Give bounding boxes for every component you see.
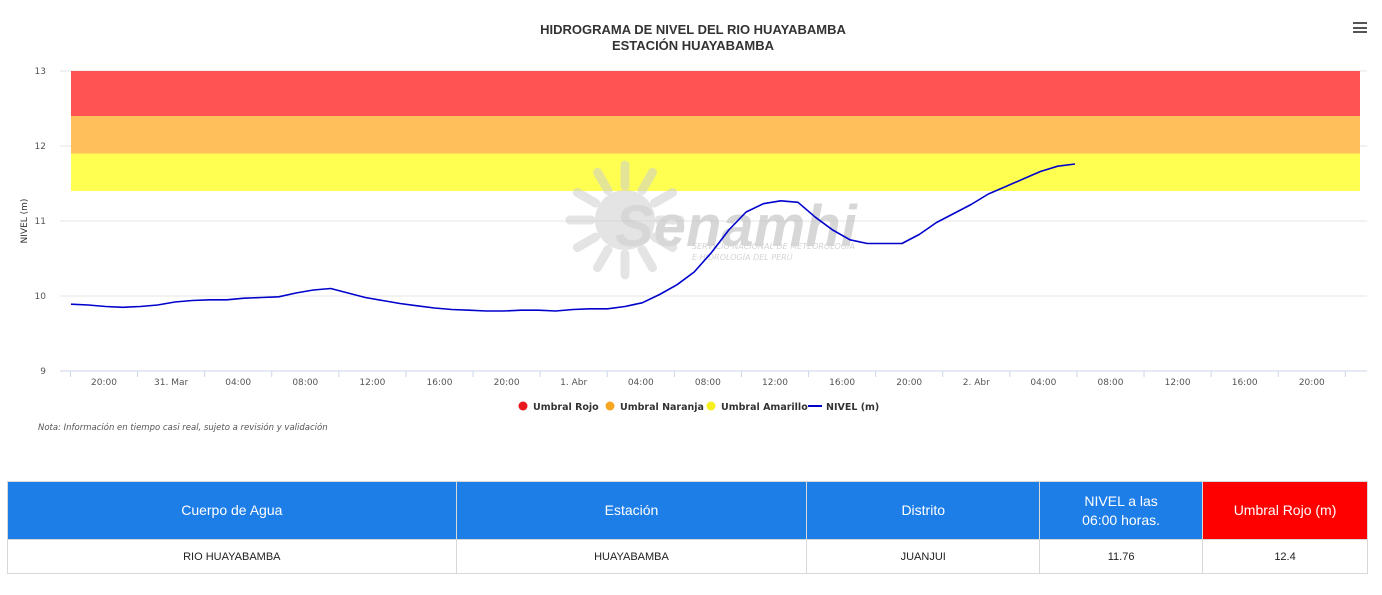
legend-label: Umbral Amarillo	[721, 402, 808, 413]
threshold-band	[71, 153, 1360, 191]
table-header-row: Cuerpo de Agua Estación Distrito NIVEL a…	[7, 481, 1368, 540]
legend-item[interactable]: Umbral Naranja	[605, 401, 704, 414]
header-nivel: NIVEL a las 06:00 horas.	[1039, 481, 1204, 540]
x-tick-label: 04:00	[225, 378, 251, 388]
watermark-subtext: E HIDROLOGÍA DEL PERÚ	[692, 251, 793, 262]
chart-title: HIDROGRAMA DE NIVEL DEL RIO HUAYABAMBA	[540, 22, 846, 37]
x-tick-label: 08:00	[1098, 378, 1124, 388]
x-tick-label: 16:00	[1232, 378, 1258, 388]
sun-ray-icon	[649, 232, 678, 252]
hydrograph-chart: HIDROGRAMA DE NIVEL DEL RIO HUAYABAMBA ES…	[20, 22, 1367, 433]
menu-icon[interactable]	[1353, 22, 1367, 36]
series-line-nivel	[70, 163, 1076, 312]
x-tick-label: 16:00	[829, 378, 855, 388]
station-table: Cuerpo de Agua Estación Distrito NIVEL a…	[7, 481, 1368, 574]
threshold-band	[71, 116, 1360, 154]
x-tick-label: 20:00	[91, 378, 117, 388]
x-tick-label: 12:00	[1165, 378, 1191, 388]
legend-marker-icon	[518, 401, 528, 411]
x-tick-label: 20:00	[1299, 378, 1325, 388]
y-tick-label: 9	[40, 367, 46, 377]
chart-subtitle: ESTACIÓN HUAYABAMBA	[612, 38, 775, 53]
legend-marker-icon	[706, 401, 716, 411]
cell-umbral-rojo: 12.4	[1202, 539, 1368, 574]
header-umbral-rojo: Umbral Rojo (m)	[1202, 481, 1368, 540]
x-tick-label: 20:00	[896, 378, 922, 388]
x-tick-label: 31. Mar	[154, 378, 188, 388]
y-tick-label: 11	[35, 217, 46, 227]
x-tick-label: 08:00	[695, 378, 721, 388]
legend-item[interactable]: Umbral Amarillo	[706, 401, 809, 414]
x-tick-label: 12:00	[762, 378, 788, 388]
y-axis-label: NIVEL (m)	[20, 199, 30, 244]
x-tick-label: 1. Abr	[560, 378, 587, 388]
legend-item[interactable]: NIVEL (m)	[808, 402, 879, 413]
x-tick-label: 08:00	[292, 378, 318, 388]
sun-ray-icon	[593, 167, 613, 196]
legend-item[interactable]: Umbral Rojo	[518, 401, 600, 414]
x-tick-label: 04:00	[628, 378, 654, 388]
header-nivel-label: NIVEL a las 06:00 horas.	[1082, 492, 1161, 528]
sun-icon	[595, 190, 655, 250]
x-tick-label: 04:00	[1030, 378, 1056, 388]
header-estacion: Estación	[455, 481, 808, 540]
x-tick-label: 2. Abr	[963, 378, 990, 388]
sun-ray-icon	[593, 244, 613, 273]
x-tick-label: 12:00	[359, 378, 385, 388]
sun-ray-icon	[649, 188, 678, 208]
y-tick-label: 13	[35, 67, 46, 77]
sun-ray-icon	[637, 244, 657, 273]
y-tick-label: 10	[35, 292, 47, 302]
chart-note: Nota: Información en tiempo casi real, s…	[38, 423, 328, 433]
cell-nivel: 11.76	[1039, 539, 1204, 574]
watermark-subtext: SERVICIO NACIONAL DE METEOROLOGÍA	[692, 240, 855, 251]
legend-label: Umbral Naranja	[620, 402, 704, 413]
sun-ray-icon	[637, 167, 657, 196]
threshold-band	[71, 71, 1360, 116]
cell-distrito: JUANJUI	[806, 539, 1041, 574]
legend-label: Umbral Rojo	[533, 402, 599, 413]
watermark-text: Senamhi	[615, 194, 859, 259]
sun-ray-icon	[572, 232, 601, 252]
sun-ray-icon	[572, 188, 601, 208]
chart-svg: HIDROGRAMA DE NIVEL DEL RIO HUAYABAMBAES…	[20, 22, 1367, 414]
x-tick-label: 20:00	[494, 378, 520, 388]
header-cuerpo-de-agua: Cuerpo de Agua	[7, 481, 457, 540]
table-row: RIO HUAYABAMBA HUAYABAMBA JUANJUI 11.76 …	[7, 539, 1368, 574]
cell-estacion: HUAYABAMBA	[455, 539, 808, 574]
header-distrito: Distrito	[806, 481, 1041, 540]
y-tick-label: 12	[35, 142, 46, 152]
legend-marker-icon	[605, 401, 615, 411]
x-tick-label: 16:00	[427, 378, 453, 388]
legend-label: NIVEL (m)	[826, 402, 879, 413]
cell-cuerpo-de-agua: RIO HUAYABAMBA	[7, 539, 457, 574]
legend: Umbral Rojo Umbral Naranja Umbral Amarillo…	[518, 401, 879, 414]
